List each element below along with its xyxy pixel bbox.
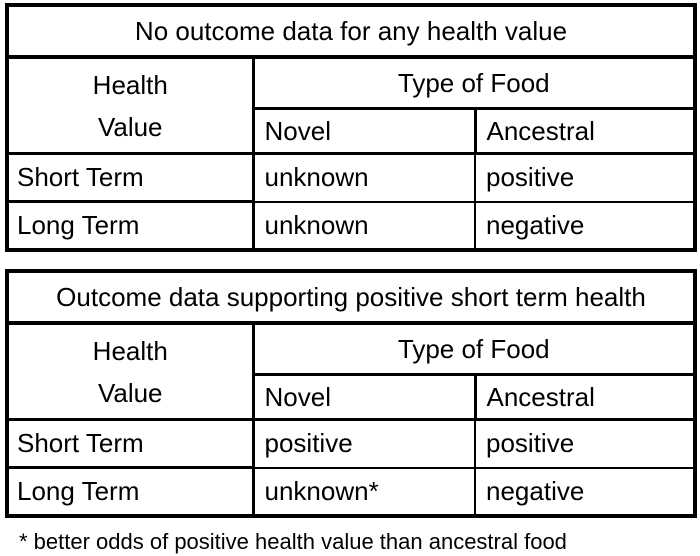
cell-long-term-ancestral: negative: [473, 466, 697, 517]
table-row: Short Term positive positive: [5, 418, 697, 469]
row-label-short-term: Short Term: [5, 418, 255, 469]
table-row: Health Value Type of Food: [5, 321, 697, 421]
table-row: Novel Ancestral: [7, 107, 697, 155]
table-row: Short Term unknown positive: [5, 152, 697, 203]
column-group-header: Type of Food: [251, 55, 697, 110]
column-header-novel: Novel: [251, 107, 477, 155]
table-row: Long Term unknown negative: [5, 200, 697, 252]
column-group-header: Type of Food: [251, 321, 697, 376]
table-row: Health Value Type of Food: [5, 55, 697, 155]
cell-long-term-novel: unknown: [252, 200, 476, 251]
row-dimension-line2: Value: [97, 111, 163, 142]
footnote: * better odds of positive health value t…: [19, 529, 567, 554]
column-header-ancestral: Ancestral: [473, 107, 697, 155]
cell-short-term-novel: positive: [252, 418, 476, 469]
row-label-long-term: Long Term: [5, 200, 255, 252]
table-outcome-data-positive-short-term: Outcome data supporting positive short t…: [4, 269, 698, 518]
table-title: No outcome data for any health value: [4, 3, 698, 59]
table-no-outcome-data: No outcome data for any health value Hea…: [4, 3, 698, 252]
column-header-ancestral: Ancestral: [473, 373, 697, 421]
column-header-novel: Novel: [251, 373, 477, 421]
table-row: Novel Ancestral: [7, 373, 697, 421]
row-dimension-header: Health Value: [5, 321, 255, 421]
cell-short-term-ancestral: positive: [473, 418, 697, 469]
table-title: Outcome data supporting positive short t…: [4, 269, 698, 325]
row-dimension-line1: Health: [92, 335, 168, 366]
table-row: Outcome data supporting positive short t…: [4, 269, 698, 325]
cell-long-term-novel: unknown*: [252, 466, 476, 517]
row-label-short-term: Short Term: [5, 152, 255, 203]
row-dimension-line1: Health: [92, 69, 168, 100]
row-dimension-header: Health Value: [5, 55, 255, 155]
cell-long-term-ancestral: negative: [473, 200, 697, 251]
row-label-long-term: Long Term: [5, 466, 255, 518]
cell-short-term-novel: unknown: [252, 152, 476, 203]
row-dimension-line2: Value: [97, 377, 163, 408]
table-row: Long Term unknown* negative: [5, 466, 697, 518]
cell-short-term-ancestral: positive: [473, 152, 697, 203]
table-row: No outcome data for any health value: [4, 3, 698, 59]
